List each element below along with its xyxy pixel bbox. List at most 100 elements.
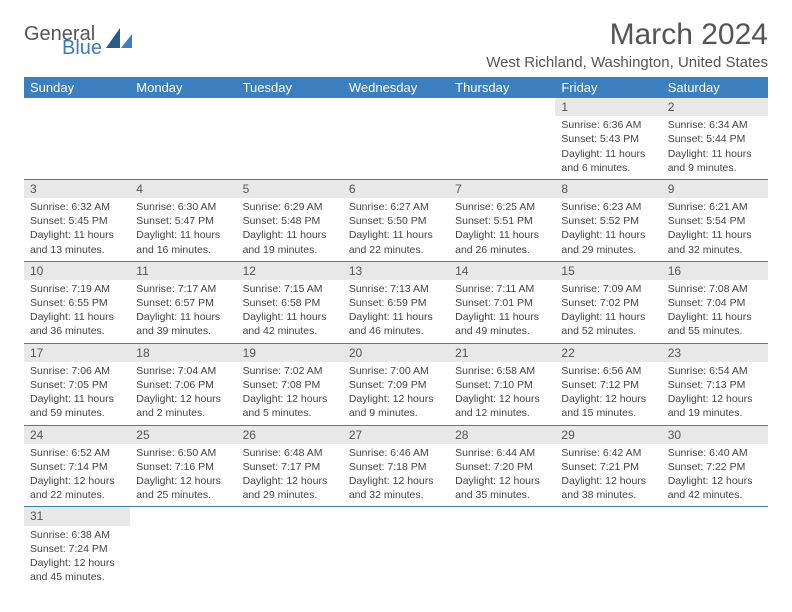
sunrise-text: Sunrise: 7:17 AM [136, 282, 230, 296]
day-header: Friday [555, 77, 661, 98]
daylight-text: Daylight: 11 hours and 59 minutes. [30, 392, 124, 420]
sunrise-text: Sunrise: 6:58 AM [455, 364, 549, 378]
sunset-text: Sunset: 5:50 PM [349, 214, 443, 228]
day-number: 9 [662, 180, 768, 198]
calendar-cell: 19Sunrise: 7:02 AMSunset: 7:08 PMDayligh… [237, 343, 343, 425]
day-content: Sunrise: 6:38 AMSunset: 7:24 PMDaylight:… [24, 526, 130, 589]
sunset-text: Sunset: 7:17 PM [243, 460, 337, 474]
logo: General Blue [24, 24, 134, 58]
day-number: 24 [24, 426, 130, 444]
day-content: Sunrise: 6:54 AMSunset: 7:13 PMDaylight:… [662, 362, 768, 425]
day-content: Sunrise: 6:30 AMSunset: 5:47 PMDaylight:… [130, 198, 236, 261]
sunrise-text: Sunrise: 7:00 AM [349, 364, 443, 378]
calendar-cell: 20Sunrise: 7:00 AMSunset: 7:09 PMDayligh… [343, 343, 449, 425]
day-content: Sunrise: 6:42 AMSunset: 7:21 PMDaylight:… [555, 444, 661, 507]
calendar-week: 24Sunrise: 6:52 AMSunset: 7:14 PMDayligh… [24, 425, 768, 507]
day-content: Sunrise: 6:52 AMSunset: 7:14 PMDaylight:… [24, 444, 130, 507]
day-number: 27 [343, 426, 449, 444]
sunset-text: Sunset: 5:44 PM [668, 132, 762, 146]
calendar-cell: 8Sunrise: 6:23 AMSunset: 5:52 PMDaylight… [555, 179, 661, 261]
calendar-week: 1 Sunrise: 6:36 AMSunset: 5:43 PMDaylight… [24, 98, 768, 179]
daylight-text: Daylight: 12 hours and 5 minutes. [243, 392, 337, 420]
day-content: Sunrise: 6:34 AMSunset: 5:44 PMDaylight:… [662, 116, 768, 179]
sunset-text: Sunset: 7:22 PM [668, 460, 762, 474]
sunrise-text: Sunrise: 6:30 AM [136, 200, 230, 214]
daylight-text: Daylight: 11 hours and 22 minutes. [349, 228, 443, 256]
sunrise-text: Sunrise: 6:56 AM [561, 364, 655, 378]
day-content: Sunrise: 6:56 AMSunset: 7:12 PMDaylight:… [555, 362, 661, 425]
sunset-text: Sunset: 6:57 PM [136, 296, 230, 310]
location: West Richland, Washington, United States [486, 54, 768, 71]
sunset-text: Sunset: 7:18 PM [349, 460, 443, 474]
daylight-text: Daylight: 11 hours and 16 minutes. [136, 228, 230, 256]
sunrise-text: Sunrise: 7:08 AM [668, 282, 762, 296]
calendar-cell: 2Sunrise: 6:34 AMSunset: 5:44 PMDaylight… [662, 98, 768, 179]
sunrise-text: Sunrise: 6:54 AM [668, 364, 762, 378]
daylight-text: Daylight: 11 hours and 49 minutes. [455, 310, 549, 338]
sunrise-text: Sunrise: 6:52 AM [30, 446, 124, 460]
sunset-text: Sunset: 7:02 PM [561, 296, 655, 310]
calendar-cell [449, 507, 555, 588]
sunset-text: Sunset: 7:10 PM [455, 378, 549, 392]
daylight-text: Daylight: 11 hours and 13 minutes. [30, 228, 124, 256]
calendar-cell: 16Sunrise: 7:08 AMSunset: 7:04 PMDayligh… [662, 261, 768, 343]
sunset-text: Sunset: 7:16 PM [136, 460, 230, 474]
day-content: Sunrise: 7:15 AMSunset: 6:58 PMDaylight:… [237, 280, 343, 343]
calendar-cell [555, 507, 661, 588]
day-header: Thursday [449, 77, 555, 98]
calendar-cell: 3Sunrise: 6:32 AMSunset: 5:45 PMDaylight… [24, 179, 130, 261]
calendar-cell: 9Sunrise: 6:21 AMSunset: 5:54 PMDaylight… [662, 179, 768, 261]
day-content: Sunrise: 7:13 AMSunset: 6:59 PMDaylight:… [343, 280, 449, 343]
day-number: 31 [24, 507, 130, 525]
calendar-cell: 22Sunrise: 6:56 AMSunset: 7:12 PMDayligh… [555, 343, 661, 425]
day-number: 1 [555, 98, 661, 116]
calendar-cell: 25Sunrise: 6:50 AMSunset: 7:16 PMDayligh… [130, 425, 236, 507]
sunset-text: Sunset: 5:52 PM [561, 214, 655, 228]
day-number: 13 [343, 262, 449, 280]
sunset-text: Sunset: 7:06 PM [136, 378, 230, 392]
daylight-text: Daylight: 12 hours and 12 minutes. [455, 392, 549, 420]
sunset-text: Sunset: 5:43 PM [561, 132, 655, 146]
month-title: March 2024 [486, 18, 768, 52]
day-content: Sunrise: 6:44 AMSunset: 7:20 PMDaylight:… [449, 444, 555, 507]
calendar-cell [237, 507, 343, 588]
calendar-cell: 27Sunrise: 6:46 AMSunset: 7:18 PMDayligh… [343, 425, 449, 507]
sunset-text: Sunset: 5:45 PM [30, 214, 124, 228]
calendar-week: 3Sunrise: 6:32 AMSunset: 5:45 PMDaylight… [24, 179, 768, 261]
daylight-text: Daylight: 11 hours and 42 minutes. [243, 310, 337, 338]
daylight-text: Daylight: 11 hours and 46 minutes. [349, 310, 443, 338]
day-number: 17 [24, 344, 130, 362]
calendar-cell: 12Sunrise: 7:15 AMSunset: 6:58 PMDayligh… [237, 261, 343, 343]
calendar-body: 1Sunrise: 6:36 AMSunset: 5:43 PMDaylight… [24, 98, 768, 588]
day-number: 30 [662, 426, 768, 444]
sunrise-text: Sunrise: 6:40 AM [668, 446, 762, 460]
sunrise-text: Sunrise: 7:02 AM [243, 364, 337, 378]
daylight-text: Daylight: 11 hours and 6 minutes. [561, 147, 655, 175]
calendar-cell [662, 507, 768, 588]
daylight-text: Daylight: 12 hours and 29 minutes. [243, 474, 337, 502]
daylight-text: Daylight: 11 hours and 39 minutes. [136, 310, 230, 338]
day-header: Wednesday [343, 77, 449, 98]
calendar-cell: 1 Sunrise: 6:36 AMSunset: 5:43 PMDaylight… [555, 98, 661, 179]
sunrise-text: Sunrise: 6:44 AM [455, 446, 549, 460]
header: General Blue March 2024 West Richland, W… [24, 18, 768, 71]
day-header: Saturday [662, 77, 768, 98]
calendar-cell [449, 98, 555, 179]
day-content: Sunrise: 6:50 AMSunset: 7:16 PMDaylight:… [130, 444, 236, 507]
day-header: Monday [130, 77, 236, 98]
day-number: 5 [237, 180, 343, 198]
day-content: Sunrise: 7:06 AMSunset: 7:05 PMDaylight:… [24, 362, 130, 425]
sunset-text: Sunset: 6:55 PM [30, 296, 124, 310]
calendar-cell: 11Sunrise: 7:17 AMSunset: 6:57 PMDayligh… [130, 261, 236, 343]
logo-sail-icon [106, 28, 134, 55]
calendar-cell: 30Sunrise: 6:40 AMSunset: 7:22 PMDayligh… [662, 425, 768, 507]
day-number: 19 [237, 344, 343, 362]
daylight-text: Daylight: 11 hours and 52 minutes. [561, 310, 655, 338]
day-content: Sunrise: 7:19 AMSunset: 6:55 PMDaylight:… [24, 280, 130, 343]
day-number: 14 [449, 262, 555, 280]
sunrise-text: Sunrise: 6:36 AM [561, 118, 655, 132]
calendar-cell: 7Sunrise: 6:25 AMSunset: 5:51 PMDaylight… [449, 179, 555, 261]
day-content: Sunrise: 7:17 AMSunset: 6:57 PMDaylight:… [130, 280, 236, 343]
day-content: Sunrise: 6:48 AMSunset: 7:17 PMDaylight:… [237, 444, 343, 507]
sunrise-text: Sunrise: 7:04 AM [136, 364, 230, 378]
